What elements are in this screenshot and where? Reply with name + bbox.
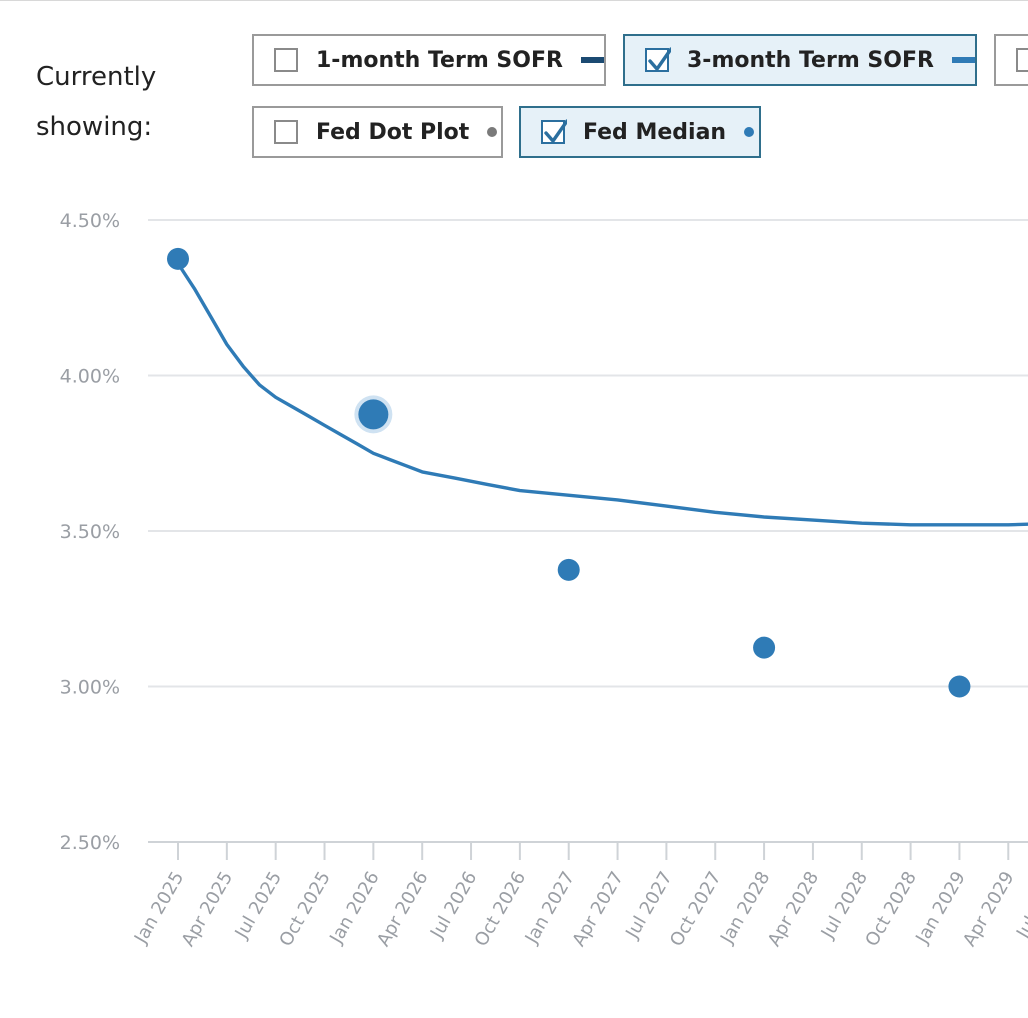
toggle-label: Fed Median — [583, 119, 727, 145]
data-point-fed-median[interactable] — [753, 636, 776, 659]
series-layer — [167, 247, 1028, 698]
toggle-fed-median[interactable]: Fed Median — [519, 106, 761, 158]
checkbox[interactable] — [1016, 48, 1028, 72]
toggle-label: 1-month Term SOFR — [316, 47, 563, 73]
data-point-fed-median[interactable] — [948, 675, 971, 698]
x-tick-label: Jul 2027 — [621, 868, 676, 943]
data-point-fed-median[interactable] — [557, 558, 580, 581]
y-tick-label: 3.50% — [60, 521, 120, 543]
checkbox-checked[interactable] — [645, 47, 671, 72]
top-divider — [0, 0, 1028, 1]
line-swatch-icon — [951, 57, 975, 63]
toggle-3-month-term-sofr[interactable]: 3-month Term SOFR — [623, 34, 977, 86]
y-tick-label: 4.00% — [60, 366, 120, 388]
dot-swatch-icon — [744, 127, 755, 137]
checkmark-icon — [544, 119, 567, 143]
checkbox[interactable] — [274, 48, 298, 72]
line-swatch-icon — [580, 57, 604, 63]
checkmark-icon — [648, 47, 671, 71]
toggle-label: 3-month Term SOFR — [687, 47, 934, 73]
toggle-fed-dot-plot[interactable]: Fed Dot Plot — [252, 106, 503, 158]
data-point-fed-median[interactable] — [167, 247, 189, 270]
x-tick-label: Jul 2025 — [231, 868, 286, 943]
toggle-partial-offscreen[interactable] — [994, 34, 1028, 86]
dot-swatch-icon — [487, 127, 498, 137]
checkbox-checked[interactable] — [541, 119, 567, 144]
series-line-3-month-term-sofr — [176, 261, 1028, 527]
checkbox[interactable] — [274, 120, 298, 144]
y-tick-label: 4.50% — [60, 210, 120, 232]
x-tick-label: Jul 2026 — [426, 868, 481, 943]
x-tick-label: Jul 2028 — [817, 868, 872, 943]
y-tick-label: 3.00% — [60, 677, 120, 699]
toggle-1-month-term-sofr[interactable]: 1-month Term SOFR — [252, 34, 606, 86]
grid-lines — [148, 219, 1028, 843]
y-axis: 2.50% 3.00% 3.50% 4.00% 4.50% — [60, 210, 120, 854]
y-tick-label: 2.50% — [60, 832, 120, 854]
data-point-fed-median-highlighted[interactable] — [358, 399, 389, 430]
toggle-label: Fed Dot Plot — [316, 119, 470, 145]
currently-showing-label: Currently showing: — [36, 62, 157, 142]
